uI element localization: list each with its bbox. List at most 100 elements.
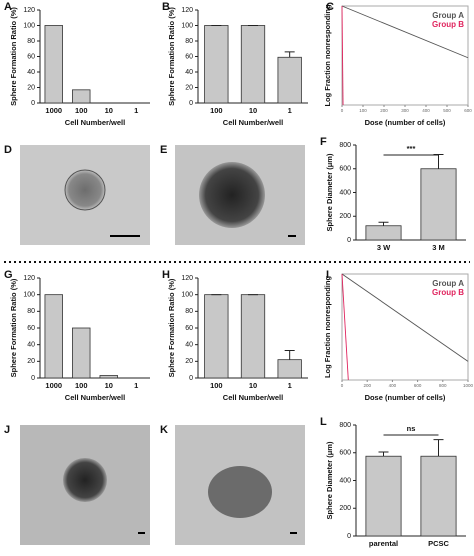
x-axis-label: Dose (number of cells) [365, 393, 446, 402]
series-line [341, 5, 469, 59]
x-tick-label: 100 [75, 381, 88, 390]
y-tick-label: 0 [31, 375, 35, 382]
x-tick-label: 300 [401, 108, 409, 113]
bar [240, 25, 266, 104]
error-bar [284, 350, 295, 360]
x-tick-label: 800 [439, 383, 447, 388]
legend-label: Group B [432, 288, 464, 297]
x-tick-label: 3 M [432, 243, 445, 252]
error-bar [433, 439, 444, 457]
error-bar [284, 51, 295, 58]
x-tick-label: 200 [363, 383, 371, 388]
y-tick-label: 100 [23, 22, 35, 29]
bar [277, 56, 302, 104]
panel-letter: I [326, 269, 329, 281]
x-tick-label: 500 [443, 108, 451, 113]
y-tick-label: 600 [339, 166, 351, 173]
y-axis-label: Sphere Formation Ratio (%) [167, 278, 176, 377]
panel-letter: K [160, 424, 168, 436]
y-axis-label: Sphere Formation Ratio (%) [9, 7, 18, 106]
series-line [341, 273, 469, 362]
x-tick-label: 600 [414, 383, 422, 388]
y-axis-label: Sphere Diameter (μm) [325, 153, 334, 231]
x-tick-label: 400 [389, 383, 397, 388]
y-axis-label: Sphere Formation Ratio (%) [9, 278, 18, 377]
bar [44, 294, 63, 379]
x-tick-label: parental [369, 539, 398, 548]
y-tick-label: 120 [181, 7, 193, 14]
legend-label: Group A [432, 279, 464, 288]
annotation: ns [407, 424, 416, 433]
x-tick-label: 600 [464, 108, 472, 113]
y-axis-label: Log Fraction nonresponding [323, 276, 332, 378]
x-tick-label: 200 [380, 108, 388, 113]
x-axis-label: Cell Number/well [223, 118, 283, 127]
bar [365, 225, 402, 241]
y-tick-label: 40 [185, 342, 193, 349]
y-axis-label: Sphere Formation Ratio (%) [167, 7, 176, 106]
y-tick-label: 0 [31, 100, 35, 107]
y-tick-label: 600 [339, 450, 351, 457]
error-bar [378, 451, 389, 457]
panel-letter: B [162, 1, 170, 13]
bar [99, 375, 118, 379]
x-axis-label: Cell Number/well [65, 118, 125, 127]
y-tick-label: 60 [27, 53, 35, 60]
x-tick-label: 1000 [463, 383, 474, 388]
x-tick-label: 1 [288, 381, 292, 390]
y-tick-label: 40 [185, 69, 193, 76]
bar [204, 294, 229, 379]
panel-letter: J [4, 424, 10, 436]
y-tick-label: 40 [27, 342, 35, 349]
y-tick-label: 20 [185, 358, 193, 365]
y-tick-label: 80 [27, 38, 35, 45]
annotation: *** [407, 144, 416, 153]
x-axis-label: Dose (number of cells) [365, 118, 446, 127]
y-tick-label: 0 [189, 100, 193, 107]
x-tick-label: 100 [359, 108, 367, 113]
series-line [341, 273, 349, 381]
y-tick-label: 400 [339, 477, 351, 484]
x-tick-label: 1000 [45, 381, 62, 390]
error-bar [378, 221, 389, 226]
x-tick-label: 10 [249, 106, 257, 115]
y-tick-label: 0 [347, 237, 351, 244]
image-k [175, 425, 305, 545]
y-tick-label: 60 [185, 325, 193, 332]
image-j [20, 425, 150, 545]
y-tick-label: 200 [339, 213, 351, 220]
y-tick-label: 80 [185, 38, 193, 45]
image-d [20, 145, 150, 245]
x-axis-label: Cell Number/well [65, 393, 125, 402]
panel-letter: L [320, 416, 327, 428]
y-tick-label: 400 [339, 189, 351, 196]
y-tick-label: 40 [27, 69, 35, 76]
bar [420, 168, 457, 241]
y-tick-label: 0 [347, 533, 351, 540]
y-tick-label: 800 [339, 422, 351, 429]
y-tick-label: 20 [185, 84, 193, 91]
x-tick-label: 10 [249, 381, 257, 390]
bar [72, 327, 91, 379]
plot-frame [341, 5, 469, 106]
x-tick-label: 10 [105, 381, 113, 390]
panel-letter: H [162, 269, 170, 281]
y-tick-label: 120 [23, 7, 35, 14]
y-tick-label: 200 [339, 505, 351, 512]
panel-letter: D [4, 144, 12, 156]
x-axis-label: Cell Number/well [223, 393, 283, 402]
panel-letter: E [160, 144, 167, 156]
bar [420, 455, 457, 537]
x-tick-label: 1 [134, 381, 138, 390]
y-tick-label: 0 [189, 375, 193, 382]
series-line [341, 5, 344, 106]
bar [240, 294, 266, 379]
x-tick-label: PCSC [428, 539, 449, 548]
image-e [175, 145, 305, 245]
panel-letter: G [4, 269, 13, 281]
y-tick-label: 800 [339, 142, 351, 149]
y-tick-label: 100 [181, 292, 193, 299]
y-tick-label: 100 [23, 292, 35, 299]
x-tick-label: 3 W [377, 243, 391, 252]
